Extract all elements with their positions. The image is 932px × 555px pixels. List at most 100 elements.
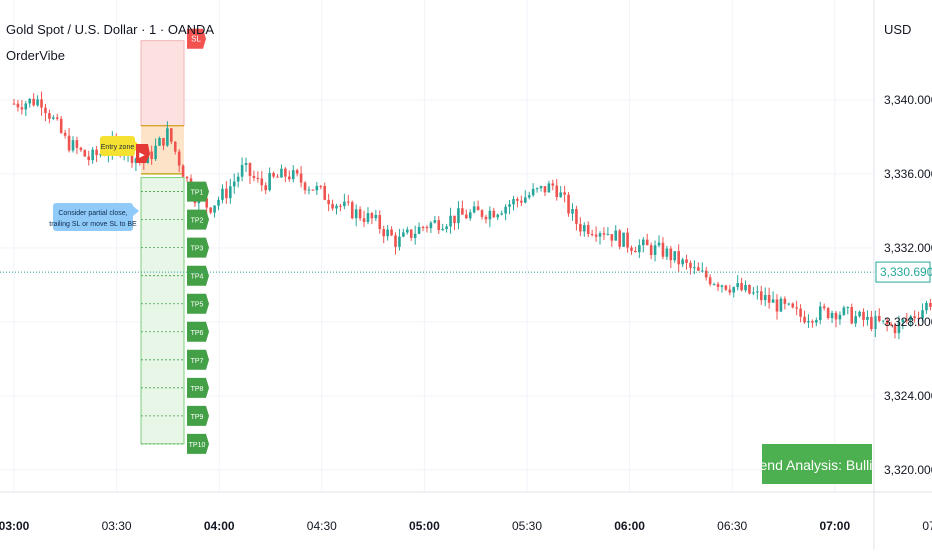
tp-tag[interactable] (187, 237, 209, 258)
last-price-tag[interactable] (875, 261, 931, 283)
candle-body (728, 289, 732, 293)
candle-body (771, 299, 775, 303)
candle-body (173, 141, 177, 152)
candle-body (618, 230, 621, 247)
tp-label[interactable]: TP9 (191, 414, 204, 421)
candle-body (779, 298, 783, 312)
candle-body (700, 270, 704, 272)
tp-label[interactable]: TP1 (191, 190, 204, 197)
candle-body (602, 233, 606, 235)
candle-body (622, 232, 625, 247)
candle-body (425, 227, 429, 229)
candle-body (512, 199, 515, 205)
tp-label[interactable]: TP5 (191, 302, 204, 309)
candle-body (693, 267, 696, 269)
tp-label[interactable]: TP8 (191, 386, 204, 393)
candle-body (162, 138, 165, 146)
candle-body (504, 206, 507, 214)
candle-body (154, 145, 157, 160)
x-tick-label: 06:30 (717, 519, 747, 533)
candle-body (181, 165, 185, 177)
candle-body (874, 315, 877, 330)
candle-body (205, 198, 209, 208)
candle-body (299, 173, 303, 183)
candle-body (579, 223, 582, 232)
tp-label[interactable]: TP6 (191, 330, 204, 337)
currency-label[interactable]: USD (884, 22, 912, 37)
candle-body (791, 303, 795, 308)
x-tick-label: 04:00 (204, 519, 235, 533)
candle-body (669, 248, 673, 261)
candle-body (55, 117, 59, 119)
candle-body (95, 149, 98, 156)
partial-close-note[interactable] (53, 203, 133, 231)
candle-body (358, 209, 362, 219)
candle-body (461, 208, 464, 215)
candle-body (354, 209, 358, 219)
indicator-name[interactable]: OrderVibe (6, 48, 66, 63)
last-price-label[interactable]: 3,330.690 (880, 265, 932, 279)
candle-body (866, 316, 869, 320)
tp-tag[interactable] (187, 377, 209, 398)
candle-body (909, 316, 913, 321)
candle-body (244, 162, 248, 165)
tp-label[interactable]: TP7 (191, 358, 204, 365)
tp-tag[interactable] (187, 293, 209, 314)
candle-body (240, 164, 244, 177)
candle-body (756, 291, 759, 293)
candle-body (854, 316, 857, 324)
candle-body (653, 245, 657, 255)
entry-zone-tag[interactable] (100, 136, 135, 156)
candle-body (752, 292, 755, 294)
candle-body (71, 140, 75, 151)
candle-body (610, 234, 614, 241)
tp-tag[interactable] (187, 209, 209, 230)
candle-body (759, 291, 763, 301)
candle-body (708, 277, 712, 285)
sl-label[interactable]: SL (191, 35, 201, 44)
tp-tag[interactable] (187, 349, 209, 370)
candle-body (925, 302, 928, 311)
candle-body (818, 306, 822, 321)
candle-body (645, 239, 649, 246)
x-tick-label: 07:00 (819, 519, 850, 533)
candle-body (394, 235, 397, 247)
candle-body (563, 192, 566, 195)
candle-body (12, 103, 16, 105)
candle-body (284, 168, 287, 177)
candle-body (685, 259, 688, 263)
tp-label[interactable]: TP2 (191, 218, 204, 225)
tp-label[interactable]: TP10 (189, 442, 206, 449)
tp-label[interactable]: TP3 (191, 246, 204, 253)
candle-body (87, 156, 91, 161)
candle-body (665, 248, 669, 257)
candle-body (712, 284, 716, 286)
entry-zone-label[interactable]: Entry zone (101, 144, 135, 151)
candle-body (724, 285, 728, 290)
tp-tag[interactable] (187, 405, 209, 426)
tp-tag[interactable] (187, 433, 209, 454)
candle-body (889, 324, 893, 326)
tp-label[interactable]: TP4 (191, 274, 204, 281)
sl-zone (140, 40, 185, 127)
symbol-title[interactable]: Gold Spot / U.S. Dollar · 1 · OANDA (6, 22, 215, 37)
candle-body (673, 251, 677, 261)
candle-body (311, 189, 315, 191)
x-tick-label: 05:00 (409, 519, 440, 533)
trend-analysis-label[interactable]: Trend Analysis: Bullish (747, 457, 887, 473)
tp-tag[interactable] (187, 181, 209, 202)
candle-body (638, 245, 641, 253)
entry-signal-marker[interactable] (136, 144, 150, 163)
candle-body (464, 214, 468, 219)
sl-tag[interactable] (187, 28, 206, 49)
candle-body (720, 285, 724, 287)
trend-analysis-box[interactable] (762, 444, 872, 484)
tp-tag[interactable] (187, 265, 209, 286)
candle-body (913, 316, 916, 319)
candle-body (783, 298, 787, 304)
tp-tag[interactable] (187, 321, 209, 342)
y-tick-label: 3,320.000 (884, 463, 932, 477)
candle-body (319, 185, 323, 187)
